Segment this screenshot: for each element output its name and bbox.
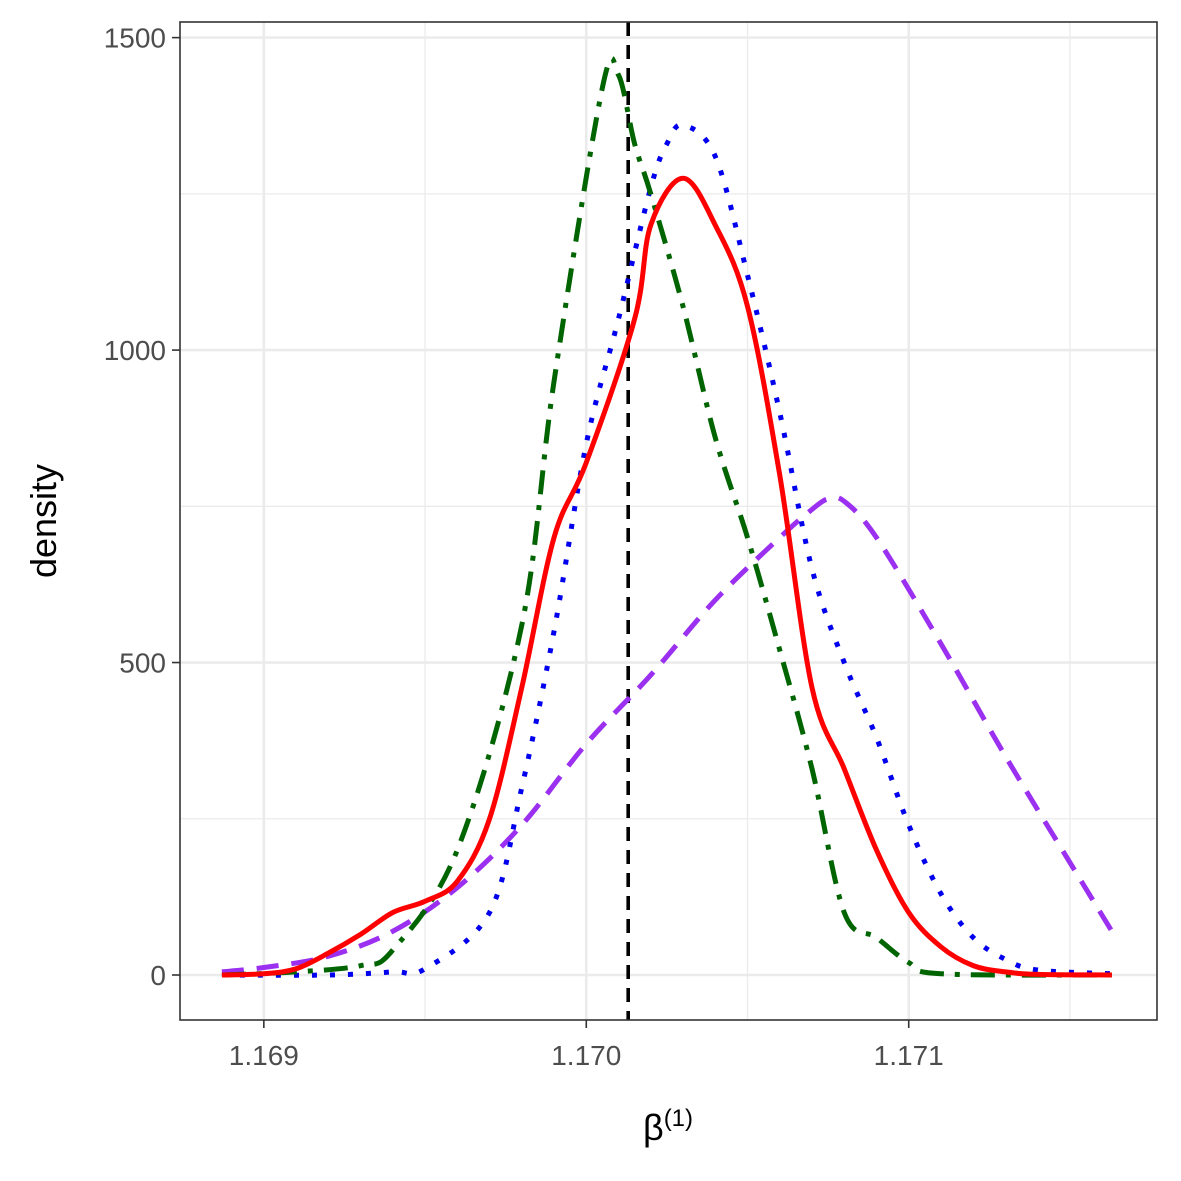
x-tick-label: 1.170: [551, 1040, 621, 1071]
x-axis-title-superscript: (1): [664, 1105, 693, 1132]
x-axis-title-symbol: β: [643, 1107, 664, 1148]
y-tick-label: 500: [119, 648, 166, 679]
y-axis-title: density: [23, 464, 64, 578]
x-tick-label: 1.171: [874, 1040, 944, 1071]
series-line-dashed-0: [221, 494, 1114, 975]
y-tick-label: 0: [150, 960, 166, 991]
y-tick-label: 1000: [104, 335, 166, 366]
series-line-solid-3: [221, 175, 1112, 978]
panel-border: [179, 21, 1158, 1021]
x-axis-title: β(1): [643, 1105, 693, 1148]
series-line-dotted-1: [221, 122, 1112, 978]
axes: 1.169 1.170 1.171 0 500 1000 1500: [104, 23, 944, 1071]
panel-background: [180, 22, 1157, 1020]
y-tick-label: 1500: [104, 23, 166, 54]
series-layer: [221, 55, 1114, 978]
series-line-dashdot-2: [221, 55, 1112, 978]
x-tick-label: 1.169: [229, 1040, 299, 1071]
